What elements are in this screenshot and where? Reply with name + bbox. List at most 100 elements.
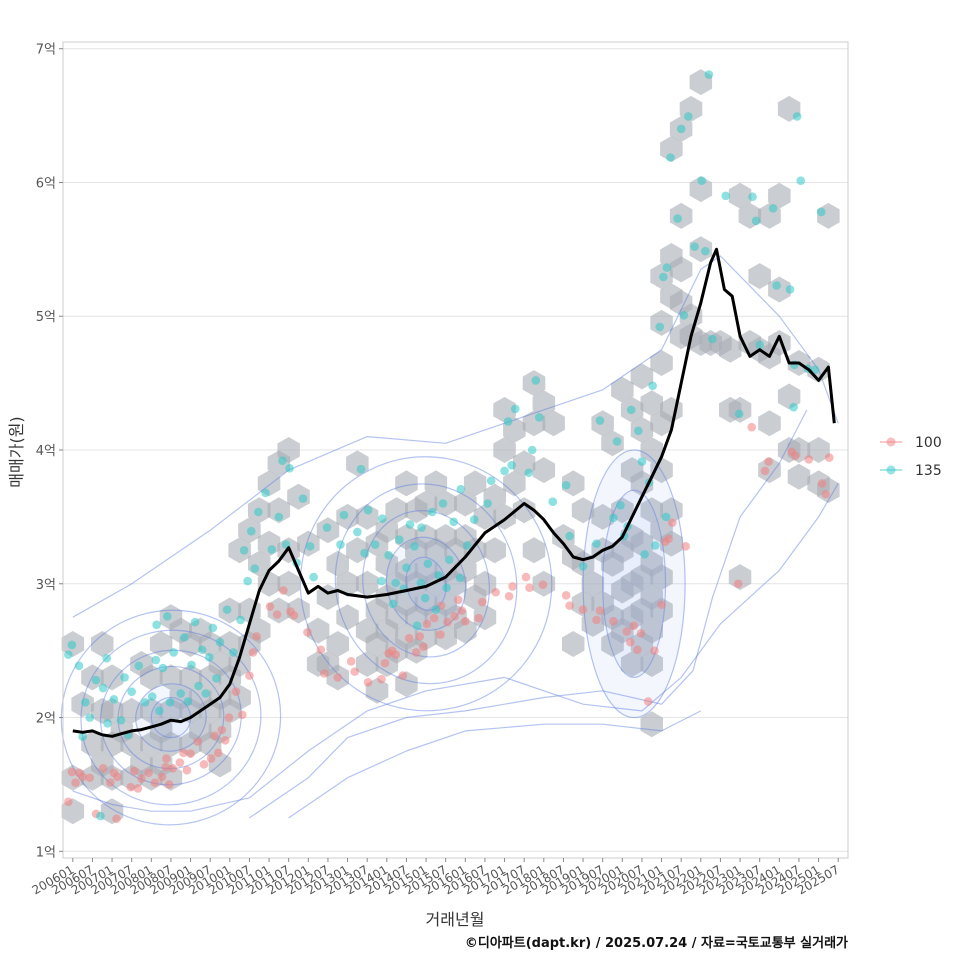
point-series-135 — [190, 617, 200, 627]
density-contour — [334, 483, 518, 685]
hex-bin — [620, 651, 644, 677]
point-series-100 — [657, 600, 666, 610]
point-series-135 — [721, 191, 731, 201]
point-series-100 — [821, 489, 830, 499]
point-series-135 — [789, 402, 798, 412]
point-series-100 — [436, 630, 445, 639]
point-series-135 — [98, 683, 108, 693]
point-series-135 — [356, 464, 366, 474]
hex-bin — [650, 597, 673, 624]
point-series-135 — [503, 417, 513, 426]
hex-bin — [640, 651, 663, 677]
point-series-100 — [272, 610, 282, 619]
point-series-135 — [701, 246, 710, 256]
point-series-100 — [193, 737, 202, 746]
point-series-135 — [609, 513, 618, 523]
point-series-135 — [578, 562, 588, 571]
point-series-135 — [250, 564, 260, 573]
point-series-135 — [377, 576, 386, 586]
hex-bin — [640, 617, 663, 644]
point-series-100 — [461, 616, 470, 626]
point-series-135 — [158, 663, 168, 673]
point-series-100 — [199, 760, 209, 769]
point-series-100 — [538, 580, 548, 589]
density-contours — [60, 255, 839, 826]
point-series-135 — [648, 381, 657, 391]
point-series-100 — [664, 534, 673, 544]
legend: 100 135 — [880, 435, 942, 479]
hex-bin — [630, 363, 654, 390]
point-series-100 — [64, 797, 73, 807]
point-series-135 — [395, 535, 404, 544]
point-series-100 — [477, 597, 487, 607]
point-series-135 — [246, 526, 256, 536]
point-series-135 — [278, 456, 287, 465]
point-series-135 — [431, 605, 441, 614]
density-contour — [72, 483, 839, 812]
hex-bin — [140, 664, 163, 691]
point-series-135 — [109, 694, 119, 704]
point-series-135 — [140, 698, 150, 707]
hex-bin — [355, 503, 379, 530]
point-series-100 — [221, 736, 230, 745]
point-series-135 — [339, 510, 349, 520]
point-series-135 — [655, 322, 665, 332]
hex-bin — [375, 550, 399, 577]
point-series-100 — [636, 628, 646, 638]
hex-bin — [581, 570, 605, 597]
hex-bin — [640, 497, 663, 524]
point-series-135 — [405, 520, 415, 529]
x-axis-title: 거래년월 — [426, 910, 485, 929]
y-tick-label: 1억 — [36, 845, 56, 860]
point-series-100 — [733, 579, 743, 589]
hex-bin — [454, 617, 477, 644]
hex-bin — [562, 470, 585, 497]
point-series-135 — [751, 216, 761, 226]
point-series-135 — [438, 499, 448, 508]
hex-bin — [326, 631, 349, 657]
point-series-135 — [679, 311, 689, 320]
y-tick-label: 3억 — [36, 578, 56, 593]
point-series-100 — [157, 772, 167, 782]
point-series-135 — [444, 555, 454, 565]
point-series-135 — [755, 340, 764, 350]
hex-bin — [287, 483, 310, 510]
point-series-135 — [236, 615, 245, 625]
hex-bin — [728, 182, 752, 209]
point-series-135 — [151, 655, 161, 665]
hex-bin — [385, 497, 408, 524]
point-series-100 — [224, 713, 234, 722]
point-series-100 — [245, 671, 254, 680]
point-series-135 — [180, 632, 189, 642]
hex-bin — [120, 697, 143, 724]
point-series-100 — [521, 572, 531, 582]
point-series-135 — [298, 494, 308, 503]
hex-bin — [669, 256, 693, 283]
point-series-100 — [453, 595, 463, 605]
point-series-135 — [102, 653, 112, 663]
hex-bin — [807, 437, 830, 463]
point-series-100 — [67, 767, 77, 777]
y-tick-label: 7억 — [36, 43, 56, 58]
hex-bin — [630, 470, 654, 497]
hex-bin — [355, 570, 379, 597]
hex-bin — [424, 470, 448, 497]
point-series-135 — [96, 811, 105, 821]
point-series-100 — [137, 774, 146, 783]
hex-bin — [562, 631, 585, 657]
point-series-135 — [684, 112, 693, 121]
point-series-135 — [363, 505, 373, 515]
point-series-100 — [126, 782, 136, 792]
hex-bin — [159, 731, 183, 758]
point-series-100 — [179, 748, 188, 758]
hexbin-layer — [61, 69, 840, 825]
point-series-135 — [212, 674, 221, 683]
point-series-135 — [127, 687, 136, 696]
point-series-100 — [450, 612, 459, 621]
point-series-100 — [443, 617, 452, 627]
y-axis: 1억 2억 3억 4억 5억 6억 7억 — [36, 43, 63, 860]
point-series-100 — [391, 650, 401, 659]
point-series-135 — [785, 285, 795, 294]
y-axis-title: 매매가(원) — [7, 416, 26, 487]
hex-bin — [768, 182, 791, 209]
